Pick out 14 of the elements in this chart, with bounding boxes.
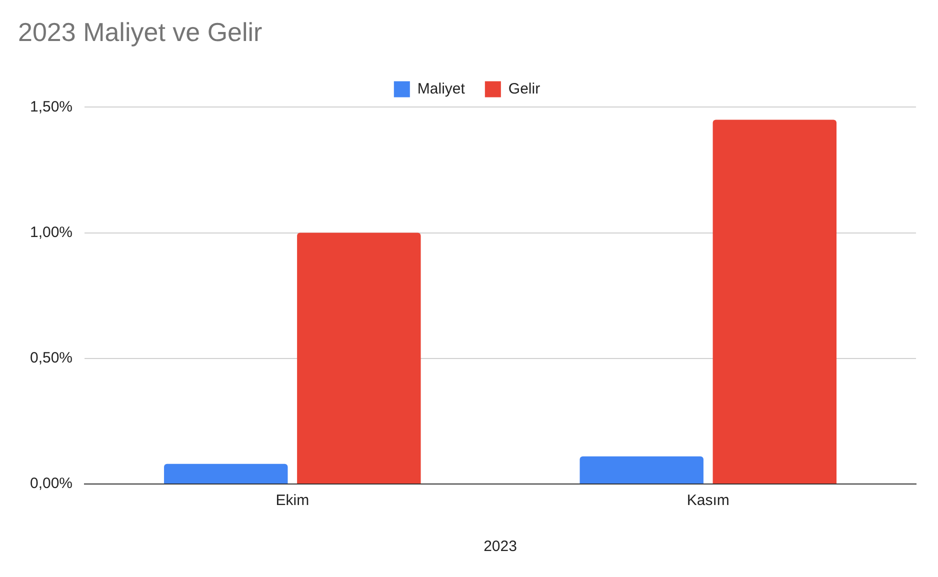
x-tick-label: Ekim <box>276 492 310 510</box>
y-tick-label: 0,00% <box>30 475 73 492</box>
bar <box>580 456 704 484</box>
y-tick-label: 0,50% <box>30 350 73 367</box>
bar <box>297 232 421 484</box>
bar <box>164 464 288 484</box>
y-tick-label: 1,00% <box>30 224 73 241</box>
y-tick-label: 1,50% <box>30 98 73 116</box>
legend-label: Gelir <box>508 80 540 98</box>
bar <box>712 120 837 484</box>
x-axis-title: 2023 <box>484 538 517 556</box>
legend-label: Maliyet <box>417 80 466 98</box>
chart-title: 2023 Maliyet ve Gelir <box>18 16 263 47</box>
x-tick-label: Kasım <box>686 492 730 510</box>
